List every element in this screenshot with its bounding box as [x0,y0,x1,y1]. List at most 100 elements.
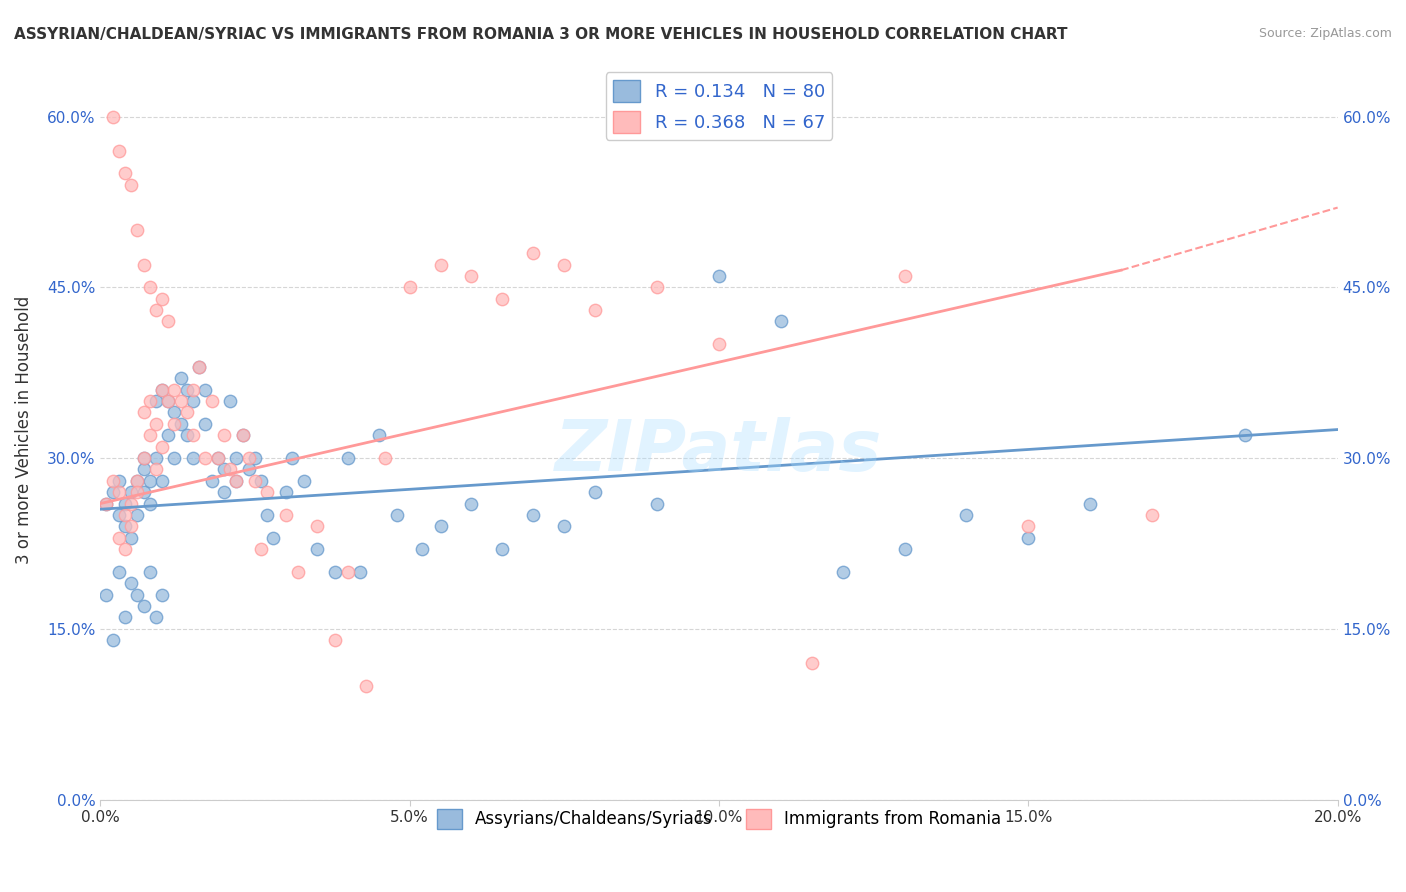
Point [101,474,124,488]
Point [139,280,162,294]
Point [114,610,136,624]
Point [101,485,124,500]
Point [101,110,124,124]
Point [120,178,142,192]
Point [120,531,142,545]
Point [305,542,328,557]
Point [256,485,278,500]
Point [114,166,136,180]
Point [1233,428,1256,442]
Point [411,542,433,557]
Point [127,588,149,602]
Point [176,405,198,419]
Point [108,144,131,158]
Point [181,394,204,409]
Point [108,485,131,500]
Point [583,485,606,500]
Point [238,462,260,476]
Point [176,383,198,397]
Point [150,292,173,306]
Point [127,508,149,522]
Point [132,450,155,465]
Point [96,497,118,511]
Point [132,450,155,465]
Point [491,542,513,557]
Point [101,633,124,648]
Point [367,428,389,442]
Point [1140,508,1163,522]
Point [274,508,297,522]
Point [374,450,396,465]
Text: ASSYRIAN/CHALDEAN/SYRIAC VS IMMIGRANTS FROM ROMANIA 3 OR MORE VEHICLES IN HOUSEH: ASSYRIAN/CHALDEAN/SYRIAC VS IMMIGRANTS F… [14,27,1067,42]
Point [583,303,606,318]
Point [157,394,180,409]
Point [207,450,229,465]
Point [243,450,266,465]
Point [188,359,211,374]
Point [325,633,347,648]
Point [645,497,668,511]
Point [132,485,155,500]
Point [305,519,328,533]
Point [212,462,235,476]
Point [114,508,136,522]
Point [157,394,180,409]
Legend: Assyrians/Chaldeans/Syriacs, Immigrants from Romania: Assyrians/Chaldeans/Syriacs, Immigrants … [430,802,1008,836]
Point [219,394,242,409]
Point [893,268,915,283]
Point [145,610,167,624]
Point [429,519,451,533]
Point [831,565,853,579]
Point [181,450,204,465]
Point [212,428,235,442]
Point [145,462,167,476]
Point [145,450,167,465]
Point [127,485,149,500]
Point [336,450,359,465]
Point [170,417,193,431]
Point [460,497,482,511]
Point [356,679,378,693]
Point [150,383,173,397]
Point [194,383,217,397]
Point [256,508,278,522]
Point [150,588,173,602]
Point [139,565,162,579]
Point [120,485,142,500]
Point [212,485,235,500]
Point [955,508,977,522]
Point [181,428,204,442]
Point [96,588,118,602]
Point [150,383,173,397]
Point [108,508,131,522]
Point [132,462,155,476]
Point [325,565,347,579]
Point [170,371,193,385]
Point [132,405,155,419]
Point [893,542,915,557]
Text: Source: ZipAtlas.com: Source: ZipAtlas.com [1258,27,1392,40]
Point [1017,531,1039,545]
Point [250,474,273,488]
Point [127,474,149,488]
Point [120,497,142,511]
Point [139,474,162,488]
Point [163,405,186,419]
Point [139,497,162,511]
Point [707,337,730,351]
Point [114,542,136,557]
Point [645,280,668,294]
Point [250,542,273,557]
Point [96,497,118,511]
Point [349,565,371,579]
Point [707,268,730,283]
Point [243,474,266,488]
Point [150,440,173,454]
Point [194,450,217,465]
Point [1078,497,1101,511]
Point [429,258,451,272]
Point [522,508,544,522]
Point [769,314,792,328]
Text: ZIPatlas: ZIPatlas [555,417,883,486]
Point [553,519,575,533]
